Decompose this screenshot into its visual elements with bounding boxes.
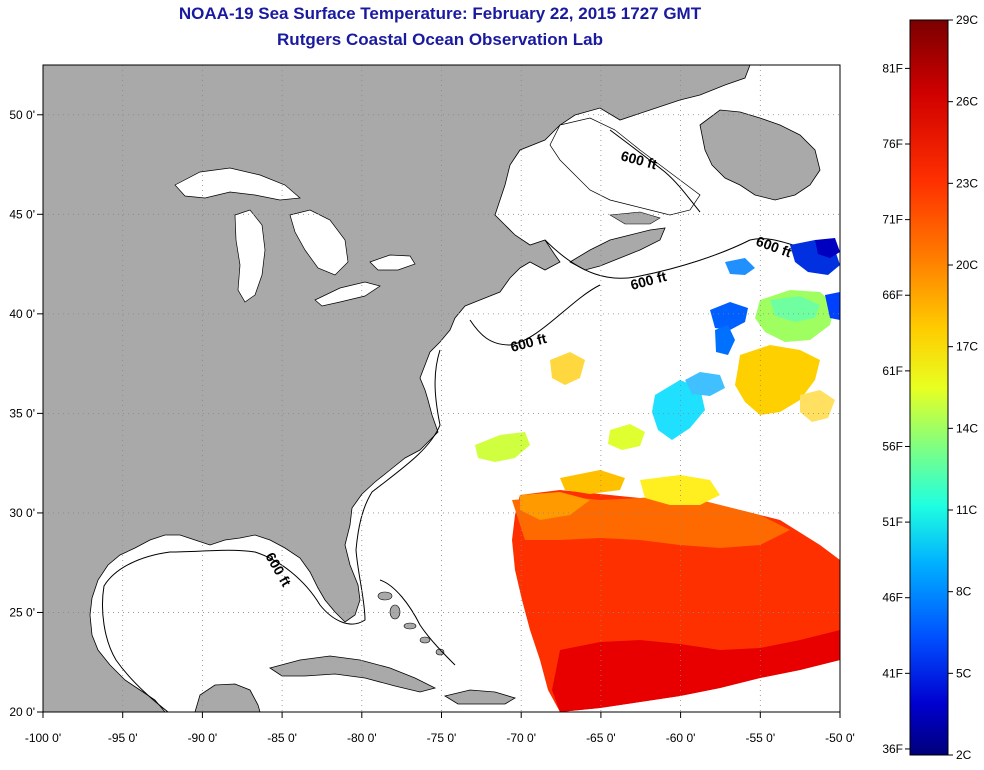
longitude-axis: -100 0' -95 0' -90 0' -85 0' -80 0' -75 0' -70… <box>25 712 855 745</box>
colorbar-celsius-label: 20C <box>956 258 978 272</box>
longitude-tick-label: -70 0' <box>506 731 536 745</box>
colorbar-celsius-label: 11C <box>956 503 977 517</box>
lake-erie <box>314 281 381 307</box>
colorbar-fahrenheit-label: 81F <box>882 61 903 75</box>
longitude-tick-label: -55 0' <box>745 731 775 745</box>
longitude-tick-label: -85 0' <box>267 731 297 745</box>
colorbar-celsius-label: 8C <box>956 585 972 599</box>
longitude-tick-label: -95 0' <box>108 731 138 745</box>
latitude-tick-label: 40 0' <box>9 307 35 321</box>
lake-superior <box>174 167 301 201</box>
colorbar-celsius-label: 2C <box>956 748 972 762</box>
longitude-tick-label: -50 0' <box>825 731 855 745</box>
land-north-america <box>43 65 751 712</box>
colorbar-fahrenheit-label: 76F <box>882 137 903 151</box>
longitude-tick-label: -75 0' <box>427 731 457 745</box>
latitude-tick-label: 45 0' <box>9 207 35 221</box>
gulf-st-lawrence <box>549 117 701 216</box>
lake-ontario <box>369 254 416 271</box>
latitude-tick-label: 35 0' <box>9 406 35 420</box>
colorbar-celsius-label: 23C <box>956 176 978 190</box>
sst-data <box>475 238 840 712</box>
land-cuba <box>269 655 437 693</box>
colorbar-fahrenheit-labels: 81F 76F 71F 66F 61F 56F 51F 46F 41F 36F <box>882 61 910 756</box>
colorbar-fahrenheit-label: 71F <box>882 213 903 227</box>
colorbar-fahrenheit-label: 46F <box>882 591 903 605</box>
colorbar-celsius-labels: 29C 26C 23C 20C 17C 14C 11C 8C 5C 2C <box>948 13 978 762</box>
colorbar-celsius-label: 26C <box>956 95 978 109</box>
colorbar-fahrenheit-label: 51F <box>882 515 903 529</box>
land-bahamas <box>377 591 445 656</box>
longitude-tick-label: -60 0' <box>666 731 696 745</box>
colorbar-celsius-label: 5C <box>956 666 972 680</box>
depth-contours <box>102 129 811 712</box>
longitude-tick-label: -65 0' <box>586 731 616 745</box>
latitude-tick-label: 30 0' <box>9 506 35 520</box>
lake-huron <box>289 209 349 276</box>
latitude-tick-label: 25 0' <box>9 605 35 619</box>
colorbar-fahrenheit-label: 56F <box>882 439 903 453</box>
map-title: NOAA-19 Sea Surface Temperature: Februar… <box>178 4 702 23</box>
map-subtitle: Rutgers Coastal Ocean Observation Lab <box>277 30 603 49</box>
colorbar-fahrenheit-label: 41F <box>882 666 903 680</box>
colorbar-fahrenheit-label: 61F <box>882 364 903 378</box>
colorbar-fahrenheit-label: 66F <box>882 288 903 302</box>
latitude-tick-label: 50 0' <box>9 108 35 122</box>
land-yucatan <box>194 683 261 712</box>
latitude-axis: 20 0' 25 0' 30 0' 35 0' 40 0' 45 0' 50 0' <box>9 108 43 719</box>
longitude-tick-label: -90 0' <box>188 731 218 745</box>
longitude-tick-label: -100 0' <box>25 731 61 745</box>
colorbar-celsius-label: 29C <box>956 13 978 27</box>
colorbar-celsius-label: 17C <box>956 340 978 354</box>
colorbar-fahrenheit-label: 36F <box>882 742 903 756</box>
colorbar-celsius-label: 14C <box>956 421 978 435</box>
colorbar <box>909 19 949 756</box>
latitude-tick-label: 20 0' <box>9 705 35 719</box>
lake-michigan <box>234 209 266 303</box>
land-hispaniola <box>443 689 516 705</box>
longitude-tick-label: -80 0' <box>347 731 377 745</box>
land-nova-scotia <box>569 227 666 271</box>
land-pei <box>609 211 661 225</box>
